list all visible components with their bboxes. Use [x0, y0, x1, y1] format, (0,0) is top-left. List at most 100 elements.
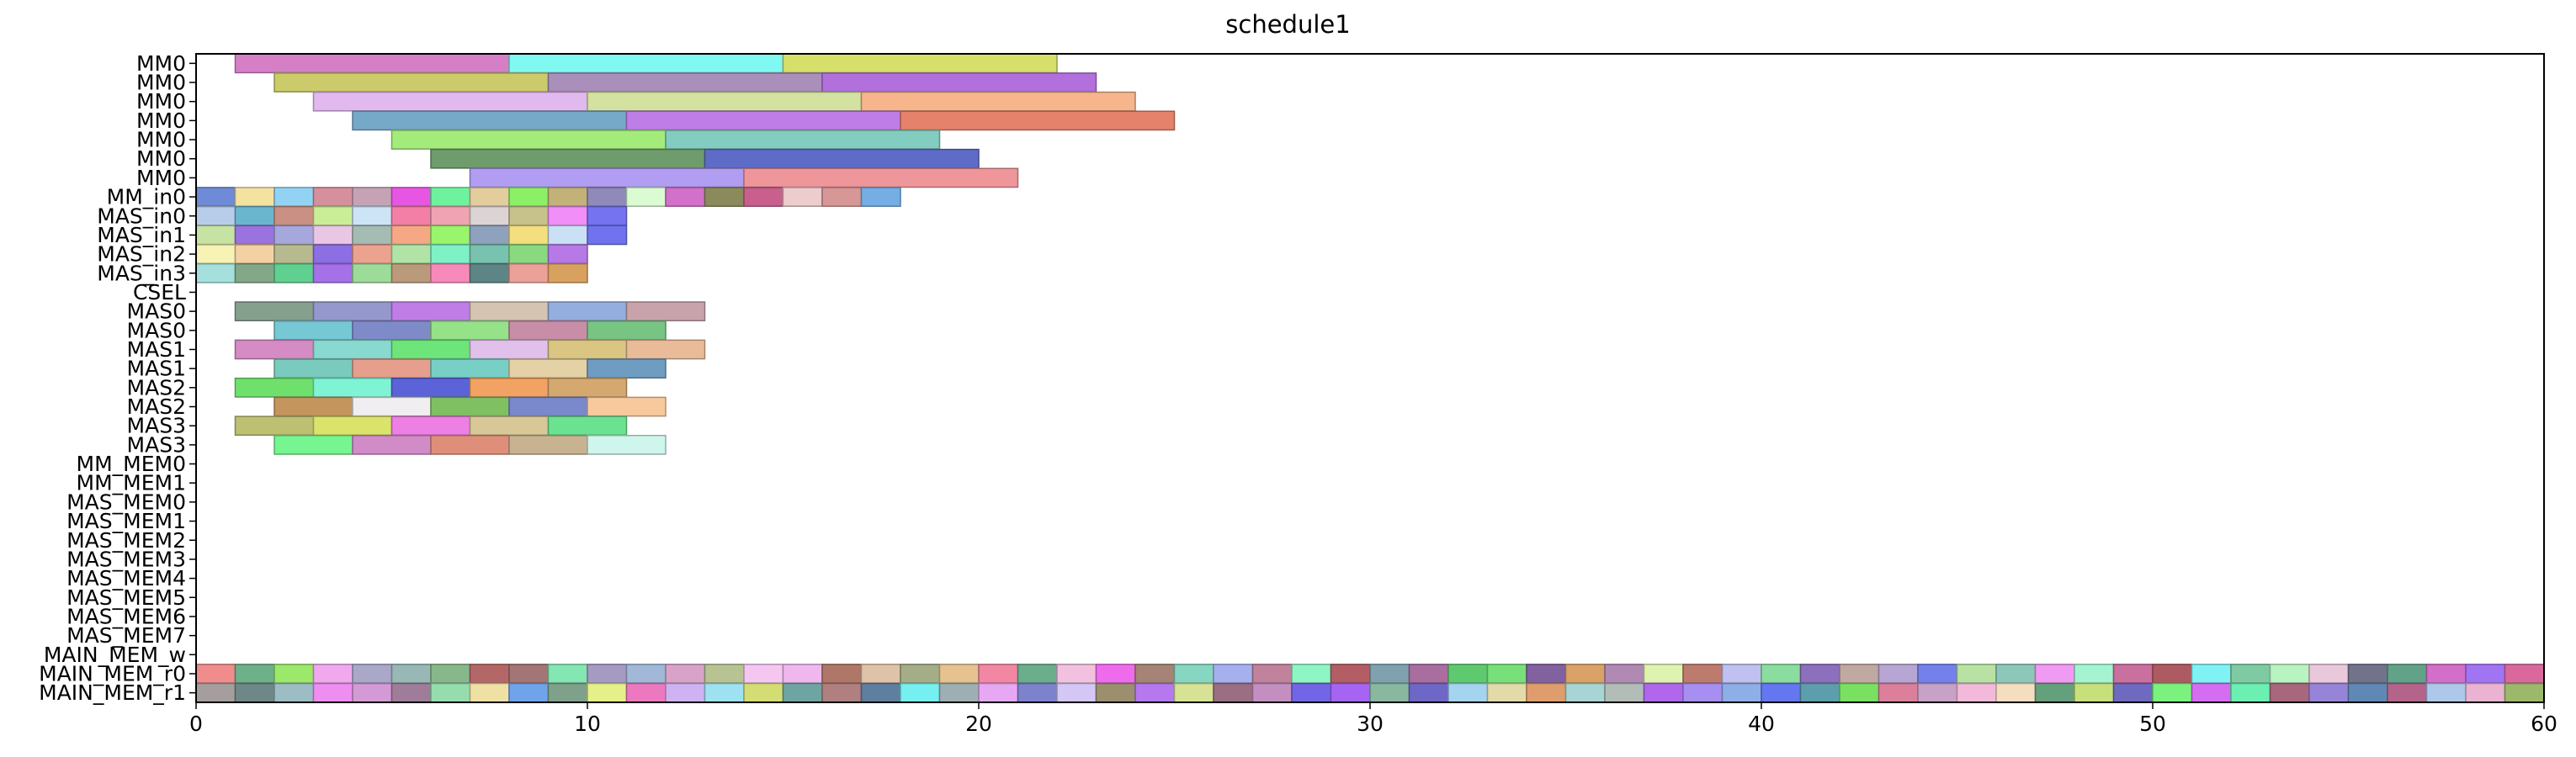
task-bar: [508, 225, 550, 246]
task-bar: [1134, 682, 1176, 703]
task-bar: [352, 396, 432, 417]
task-bar: [469, 167, 745, 188]
task-bar: [2425, 664, 2467, 684]
task-bar: [1173, 682, 1214, 703]
task-bar: [1917, 664, 1958, 684]
task-bar: [2112, 664, 2154, 684]
row-label: MAS_in1: [97, 223, 186, 247]
task-bar: [274, 225, 315, 246]
task-bar: [1251, 664, 1293, 684]
row-label: MAIN_MEM_w: [44, 643, 186, 667]
task-bar: [1408, 682, 1449, 703]
task-bar: [430, 262, 471, 283]
task-bar: [1721, 664, 1762, 684]
task-bar: [430, 148, 706, 169]
task-bar: [1956, 682, 1997, 703]
row-label: MM0: [136, 71, 186, 95]
task-bar: [390, 205, 432, 226]
task-bar: [2230, 664, 2271, 684]
task-bar: [195, 682, 236, 703]
task-bar: [469, 301, 550, 321]
task-bar: [587, 187, 628, 207]
row-label: MAS_in0: [97, 204, 186, 228]
task-bar: [430, 435, 510, 455]
task-bar: [2347, 682, 2388, 703]
task-bar: [430, 396, 510, 417]
task-bar: [469, 262, 510, 283]
task-bar: [2191, 664, 2232, 684]
task-bar: [1134, 664, 1176, 684]
task-bar: [2269, 682, 2310, 703]
task-bar: [312, 91, 588, 112]
task-bar: [312, 301, 393, 321]
task-bar: [2112, 682, 2154, 703]
task-bar: [587, 205, 628, 226]
task-bar: [587, 320, 667, 341]
task-bar: [430, 664, 471, 684]
task-bar: [1643, 664, 1684, 684]
task-bar: [430, 225, 471, 246]
task-bar: [1995, 682, 2037, 703]
task-bar: [1447, 682, 1489, 703]
task-bar: [312, 664, 353, 684]
task-bar: [352, 358, 432, 379]
task-bar: [1369, 682, 1410, 703]
task-bar: [274, 72, 550, 93]
task-bar: [312, 339, 393, 360]
task-bar: [312, 187, 353, 207]
task-bar: [469, 225, 510, 246]
row-label: MM0: [136, 146, 186, 171]
task-bar: [508, 53, 784, 74]
task-bar: [1330, 682, 1371, 703]
task-bar: [274, 396, 353, 417]
task-bar: [743, 664, 784, 684]
task-bar: [234, 301, 315, 321]
task-bar: [508, 358, 588, 379]
task-bar: [352, 320, 432, 341]
task-bar: [2465, 664, 2506, 684]
task-bar: [665, 130, 941, 150]
task-bar: [1213, 682, 1254, 703]
task-bar: [508, 435, 588, 455]
task-bar: [1095, 682, 1136, 703]
task-bar: [1056, 664, 1097, 684]
task-bar: [1095, 664, 1136, 684]
task-bar: [390, 244, 432, 264]
task-bar: [704, 187, 745, 207]
task-bar: [547, 377, 628, 398]
task-bar: [2425, 682, 2467, 703]
task-bar: [587, 396, 667, 417]
task-bar: [1604, 664, 1645, 684]
task-bar: [352, 435, 432, 455]
task-bar: [312, 377, 393, 398]
row-label: MM0: [136, 128, 186, 152]
task-bar: [1682, 682, 1724, 703]
task-bar: [1839, 664, 1880, 684]
task-bar: [821, 187, 863, 207]
task-bar: [234, 682, 275, 703]
row-label: MAS2: [127, 375, 186, 400]
task-bar: [743, 682, 784, 703]
task-bar: [274, 358, 353, 379]
task-bar: [900, 682, 941, 703]
row-label: MM_in0: [107, 185, 186, 209]
task-bar: [234, 205, 275, 226]
task-bar: [430, 187, 471, 207]
task-bar: [1173, 664, 1214, 684]
task-bar: [625, 187, 667, 207]
task-bar: [900, 110, 1176, 131]
chart-title: schedule1: [1225, 10, 1351, 39]
task-bar: [1251, 682, 1293, 703]
task-bar: [1721, 682, 1762, 703]
task-bar: [1213, 664, 1254, 684]
row-label: MAS2: [127, 394, 186, 419]
task-bar: [312, 225, 353, 246]
task-bar: [547, 682, 588, 703]
row-label: MAS3: [127, 432, 186, 457]
task-bar: [312, 416, 393, 437]
task-bar: [2269, 664, 2310, 684]
task-bar: [234, 244, 275, 264]
task-bar: [547, 205, 588, 226]
